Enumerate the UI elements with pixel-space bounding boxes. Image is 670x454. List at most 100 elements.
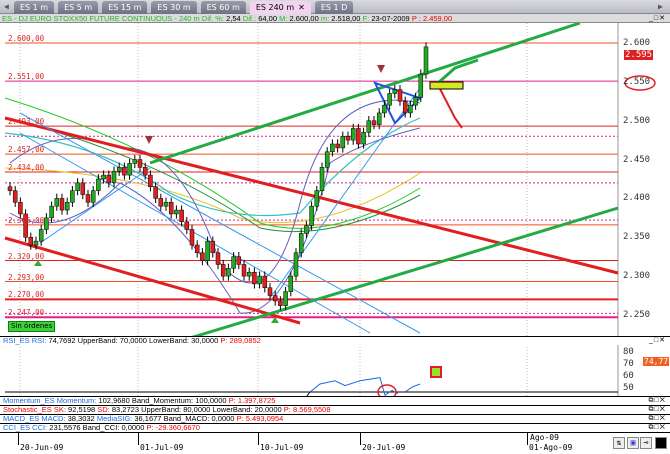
tab-es-60-m[interactable]: ES 60 m [200, 1, 246, 14]
candle [387, 93, 392, 106]
candle [272, 295, 278, 302]
cci-value: 231,5576 [49, 423, 81, 432]
date-label: 20-Jun-09 [20, 443, 64, 452]
label: MediaSIG: [96, 414, 133, 423]
candle [7, 186, 13, 191]
save-icon[interactable]: ▣ [627, 437, 639, 449]
tab-label: ES 240 m [255, 3, 295, 12]
macd-p: 5.493,0954 [245, 414, 284, 423]
level-label: 2.600,00 [8, 34, 45, 43]
candle [184, 221, 190, 230]
candle [392, 89, 398, 94]
candle [241, 264, 247, 277]
window-controls[interactable]: ⧉□✕ [648, 415, 666, 422]
label: RSI_ES RSI: [3, 336, 47, 345]
rsi-tick: 60 [623, 371, 634, 381]
candle [153, 186, 158, 199]
date: 23-07-2009 [371, 14, 410, 23]
candle [28, 237, 34, 246]
candle [220, 264, 226, 277]
tab-es-1-d[interactable]: ES 1 D [314, 1, 354, 14]
candle [345, 135, 351, 141]
candlesticks [7, 42, 429, 311]
label: Dif. %: [201, 14, 224, 23]
scroll-left-icon[interactable]: ◀ [4, 2, 9, 11]
candle [246, 271, 252, 277]
window-controls[interactable]: ⧉□✕ [648, 406, 666, 413]
cci-header: CCI_ES CCI: 231,5576 Band_CCI: 0,0000 P:… [0, 423, 670, 432]
tab-es-240-m[interactable]: ES 240 m ✕ [249, 1, 311, 14]
candle [293, 252, 299, 277]
color-swatch[interactable] [655, 437, 667, 449]
candle [54, 198, 60, 207]
candle [309, 205, 314, 226]
tab-label: ES 15 m [108, 3, 142, 12]
candle [314, 190, 320, 207]
tab-es-1-m[interactable]: ES 1 m [14, 1, 55, 14]
lower-band: 20,0000 [254, 405, 282, 414]
date-tick [527, 433, 528, 445]
price-tick: 2.300 [623, 271, 651, 282]
candle [324, 151, 330, 168]
label: P: [146, 423, 154, 432]
sk-value: 92,5198 [68, 405, 96, 414]
candle [335, 143, 340, 149]
candle [90, 190, 96, 203]
window-controls[interactable]: ⧉□✕ [648, 397, 666, 404]
candle [408, 104, 413, 114]
rsi-value: 74,7692 [48, 336, 76, 345]
price-tick: 2.350 [623, 232, 651, 243]
candle [231, 256, 236, 269]
level-label: 2.247,00 [8, 308, 45, 318]
tab-es-15-m[interactable]: ES 15 m [102, 1, 148, 14]
label: Momentum_ES Momentum: [3, 396, 97, 405]
stochastic-header: Stochastic_ES SK: 92,5198 SD: 83,2723 Up… [0, 405, 670, 414]
candle [356, 128, 361, 145]
label: MACD_ES MACD: [3, 414, 66, 423]
candle [371, 120, 377, 125]
candle [205, 240, 210, 261]
level-label: 2.457,00 [8, 145, 45, 155]
tab-es-5-m[interactable]: ES 5 m [58, 1, 99, 14]
candle [252, 271, 257, 285]
p-value: 2.459,00 [422, 14, 453, 23]
scroll-right-icon[interactable]: ▶ [658, 2, 663, 11]
level-label: 2.293,00 [8, 272, 45, 282]
band: 0,0000 [121, 423, 145, 432]
date-label: 01-Ago-09 [529, 443, 573, 452]
price-tick: 2.600 [623, 38, 651, 48]
window-controls[interactable]: _□✕ [649, 337, 666, 344]
date-tick [258, 433, 259, 445]
tab-label: ES 60 m [206, 3, 240, 12]
date-label: 20-Jul-09 [362, 443, 406, 452]
candle [64, 202, 70, 211]
symbol-name: ES - DJ EURO STOXX50 FUTURE CONTINUOUS -… [2, 14, 200, 23]
window-controls[interactable]: ⧉□✕ [648, 424, 666, 431]
candle [101, 174, 106, 180]
close-tab-icon[interactable]: ✕ [298, 3, 305, 12]
marker-box [430, 366, 442, 378]
pin-icon[interactable]: ⊸ [640, 437, 652, 449]
rsi-tick: 70 [623, 359, 634, 369]
candle [340, 135, 346, 149]
tab-label: ES 5 m [64, 3, 93, 12]
candle [116, 167, 122, 172]
candle [168, 202, 174, 215]
candle [132, 159, 138, 164]
date-tick [18, 433, 19, 445]
tab-es-30-m[interactable]: ES 30 m [151, 1, 197, 14]
palette-icon[interactable]: ⇅ [613, 437, 625, 449]
price-tick: 2.550 [623, 76, 651, 87]
last-price-badge: 2.595 [624, 50, 654, 60]
price-tick: 2.450 [623, 154, 651, 165]
candle [298, 233, 304, 254]
price-tick: 2.500 [623, 115, 651, 126]
candle [85, 194, 91, 203]
candle [330, 143, 335, 153]
candle [122, 167, 127, 176]
price-chart[interactable] [0, 23, 670, 433]
orders-status: Sin órdenes [8, 321, 56, 332]
candle [163, 202, 169, 207]
candle [215, 252, 221, 265]
window-controls[interactable]: _□✕ [649, 15, 666, 22]
